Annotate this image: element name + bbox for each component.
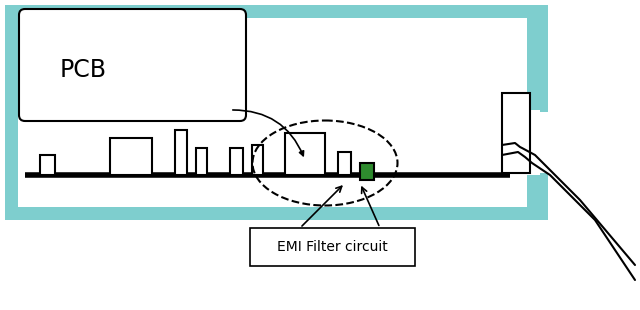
Bar: [175, 130, 187, 175]
Bar: [5, 5, 540, 220]
Bar: [527, 110, 545, 175]
FancyBboxPatch shape: [19, 9, 246, 121]
Bar: [18, 18, 527, 207]
Bar: [40, 155, 55, 175]
Bar: [110, 138, 152, 175]
Bar: [252, 145, 263, 175]
Text: PCB: PCB: [60, 58, 106, 82]
Bar: [196, 148, 207, 175]
Bar: [540, 5, 548, 112]
FancyBboxPatch shape: [250, 228, 415, 266]
Bar: [285, 133, 325, 175]
Bar: [502, 93, 530, 173]
Text: EMI Filter circuit: EMI Filter circuit: [277, 240, 388, 254]
Bar: [230, 148, 243, 175]
Bar: [338, 152, 351, 175]
FancyArrowPatch shape: [233, 110, 303, 156]
Bar: [540, 173, 548, 220]
Bar: [360, 163, 374, 180]
